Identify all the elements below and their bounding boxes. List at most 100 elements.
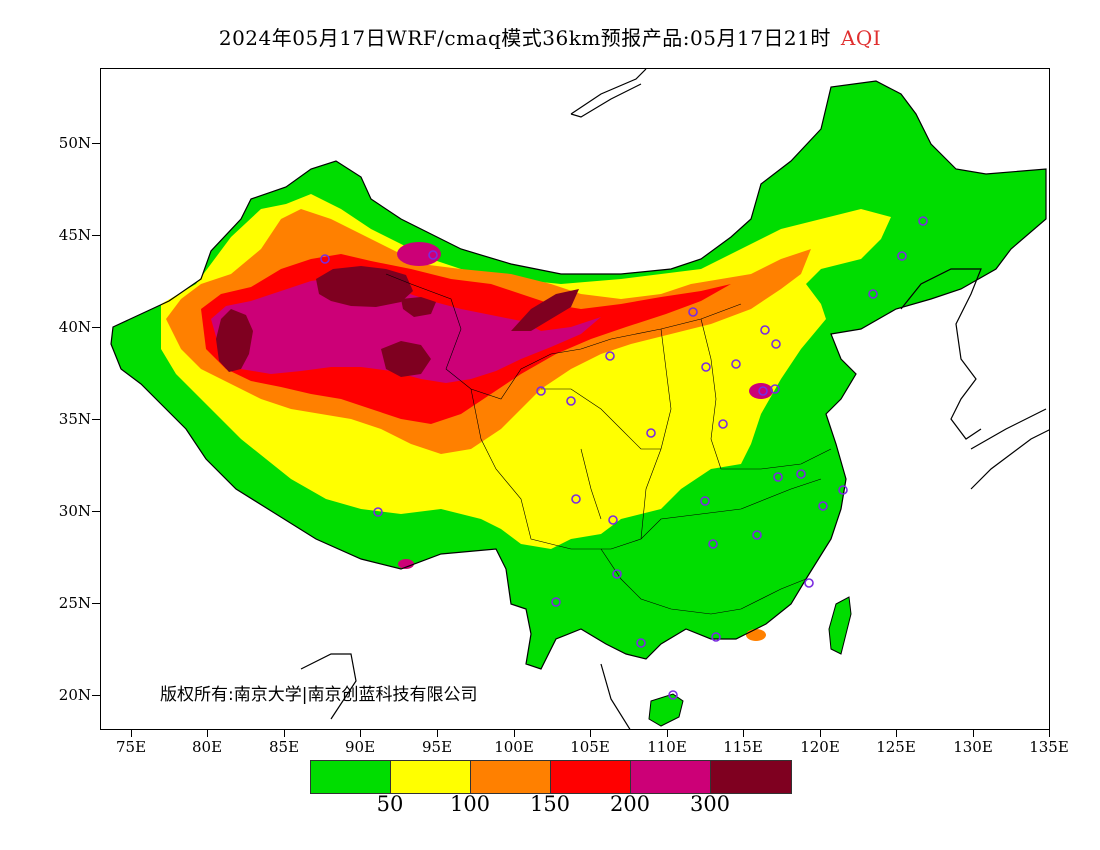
station-marker [818,501,828,511]
aqi-hotspot-beijing-south [749,383,773,399]
lon-label-95e: 95E [421,738,453,756]
province-boundaries [385,273,832,615]
lon-label-75e: 75E [115,738,147,756]
legend-swatch-very-unhealthy [631,761,711,793]
lon-label-85e: 85E [268,738,300,756]
aqi-hotspot-southeast [746,629,766,641]
station-marker [711,632,721,642]
korea-japan-coast [900,268,982,440]
aqi-region-hazardous-alxa [511,289,579,331]
station-marker [918,216,928,226]
station-marker [771,339,781,349]
lat-tick [92,695,100,696]
station-marker [718,419,728,429]
station-marker [708,539,718,549]
station-marker [731,359,741,369]
hainan-island [648,693,684,727]
aqi-map-canvas [110,69,1049,729]
lat-tick [92,235,100,236]
lon-tick [743,730,744,737]
lon-tick [1049,730,1050,737]
lat-label-20n: 20N [58,686,91,704]
station-marker [608,515,618,525]
station-marker [646,428,656,438]
lon-tick [667,730,668,737]
lat-tick [92,143,100,144]
lat-tick [92,603,100,604]
title-main: 2024年05月17日WRF/cmaq模式36km预报产品:05月17日21时 [218,26,831,50]
lat-label-35n: 35N [58,410,91,428]
country-boundaries [110,69,1049,729]
station-marker [566,396,576,406]
station-marker [536,386,546,396]
lat-tick [92,327,100,328]
lat-label-25n: 25N [58,594,91,612]
lon-label-110e: 110E [647,738,687,756]
station-marker [760,325,770,335]
lon-label-120e: 120E [800,738,840,756]
station-marker [668,690,678,700]
lon-label-90e: 90E [344,738,376,756]
legend-label-300: 300 [689,792,731,816]
copyright-text: 版权所有:南京大学|南京创蓝科技有限公司 [160,685,478,705]
russia-lake-baikal [570,69,647,118]
station-marker [605,351,615,361]
station-marker [804,578,814,588]
lon-tick [207,730,208,737]
lon-tick [284,730,285,737]
legend-label-200: 200 [609,792,651,816]
station-marker [758,386,768,396]
lat-label-40n: 40N [58,318,91,336]
map-frame [100,68,1050,730]
aqi-region-hazardous-tarim [216,309,253,372]
lat-tick [92,511,100,512]
station-marker [838,485,848,495]
lat-label-45n: 45N [58,226,91,244]
station-marker [770,384,780,394]
province-lines [385,273,832,615]
legend-label-100: 100 [449,792,491,816]
legend-swatch-unhealthy-sensitive [471,761,551,793]
aqi-hotspot-tibet-south [398,559,414,569]
lat-label-50n: 50N [58,134,91,152]
station-marker [688,307,698,317]
aqi-region-hazardous-junggar [316,266,413,307]
china-national-border [110,80,1047,670]
lon-tick [437,730,438,737]
station-marker [868,289,878,299]
station-marker [773,472,783,482]
station-marker [897,251,907,261]
title-variable: AQI [840,26,882,50]
lon-label-135e: 135E [1029,738,1069,756]
aqi-region-hazardous-qaidam [381,341,431,377]
lon-tick [131,730,132,737]
lon-tick [820,730,821,737]
legend-swatch-hazardous [711,761,791,793]
lon-label-80e: 80E [191,738,223,756]
map-title: 2024年05月17日WRF/cmaq模式36km预报产品:05月17日21时 A… [0,22,1100,51]
legend-label-50: 50 [376,792,404,816]
lon-label-105e: 105E [570,738,610,756]
station-marker [571,494,581,504]
legend-swatch-moderate [391,761,471,793]
lon-tick [896,730,897,737]
lon-tick [514,730,515,737]
station-marker [636,638,646,648]
aqi-legend [310,760,792,794]
station-marker [752,530,762,540]
aqi-field [111,81,1046,669]
lon-tick [973,730,974,737]
legend-swatch-unhealthy [551,761,631,793]
station-marker [551,597,561,607]
lon-tick [360,730,361,737]
lon-label-115e: 115E [723,738,763,756]
station-marker [428,250,438,260]
taiwan-island [828,596,852,655]
station-marker [320,254,330,264]
lat-tick [92,419,100,420]
aqi-region-hazardous-north [401,297,436,317]
lat-label-30n: 30N [58,502,91,520]
lon-label-130e: 130E [953,738,993,756]
station-markers [320,216,928,700]
station-marker [373,507,383,517]
